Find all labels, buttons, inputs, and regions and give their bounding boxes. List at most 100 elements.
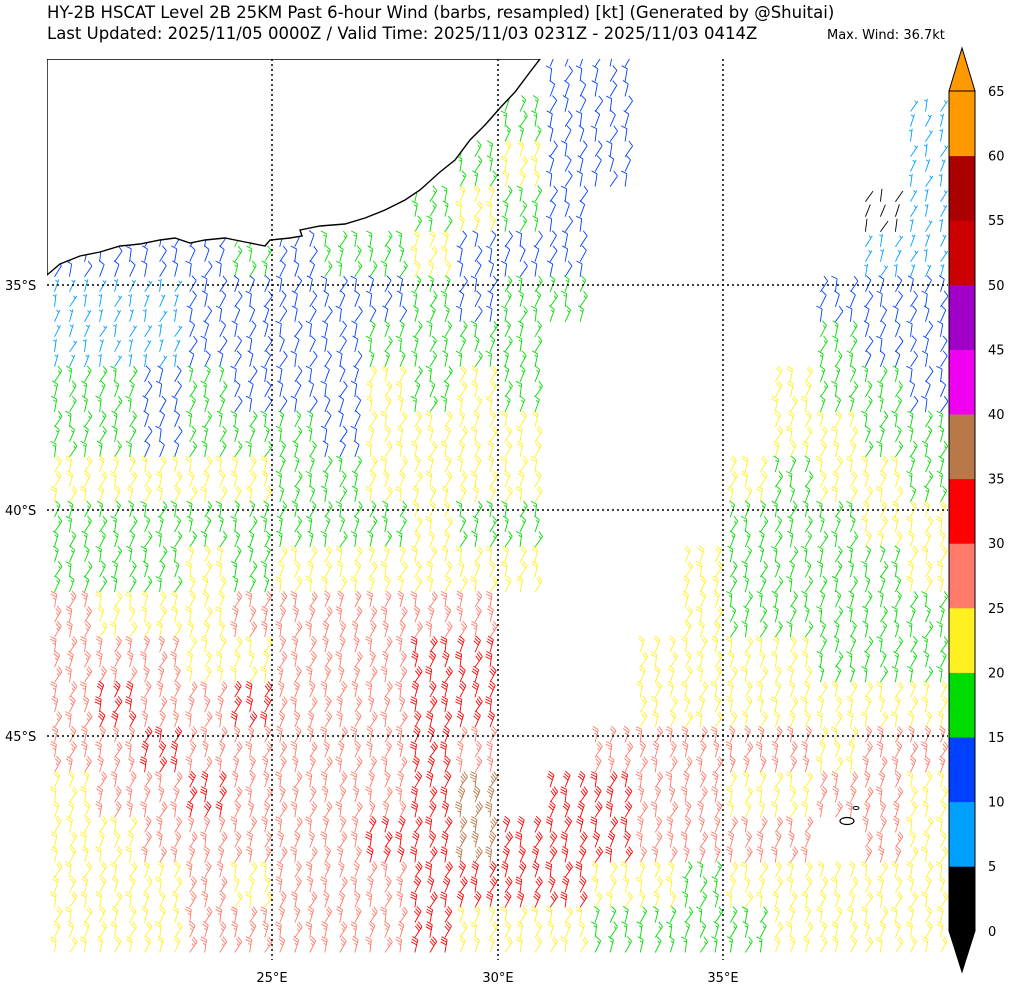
wind-barb (729, 921, 738, 938)
wind-barb (412, 485, 420, 503)
wind-barb (189, 530, 198, 548)
wind-barb (849, 515, 856, 533)
wind-barb (741, 470, 748, 488)
wind-barb (309, 290, 318, 308)
wind-barb (309, 546, 318, 563)
wind-barb (128, 605, 136, 623)
wind-barb (922, 680, 930, 698)
wind-barb (395, 681, 402, 698)
wind-barb (774, 380, 783, 398)
wind-barb (504, 921, 512, 938)
wind-barb (114, 355, 123, 368)
wind-barb (579, 275, 587, 292)
wind-barb (99, 380, 106, 398)
wind-barb (113, 260, 120, 277)
wind-barb (741, 711, 749, 728)
wind-barb (411, 350, 418, 367)
wind-barb (665, 876, 673, 893)
wind-barb (804, 515, 813, 533)
wind-barb (759, 605, 768, 623)
wind-barb (276, 725, 283, 743)
wind-barb (159, 260, 167, 277)
wind-barb (124, 696, 133, 713)
wind-barb (366, 590, 374, 608)
wind-barb (189, 831, 198, 848)
wind-barb (801, 801, 808, 818)
wind-barb (99, 816, 108, 833)
wind-barb (892, 815, 900, 833)
wind-barb (429, 696, 438, 713)
wind-barb (487, 605, 494, 623)
wind-barb (579, 245, 587, 262)
wind-barb (470, 576, 477, 593)
wind-barb (560, 290, 568, 307)
wind-barb (249, 770, 256, 788)
wind-barb (290, 801, 298, 818)
wind-barb (216, 665, 224, 683)
wind-barb (905, 816, 913, 833)
wind-barb (249, 921, 257, 938)
wind-barb (862, 620, 869, 638)
wind-barb (504, 320, 512, 337)
wind-barb (848, 740, 855, 758)
wind-barb (249, 605, 257, 623)
wind-barb (335, 545, 343, 563)
wind-barb (654, 816, 663, 833)
wind-barb (668, 936, 675, 953)
wind-barb (189, 726, 198, 743)
wind-barb (51, 846, 58, 863)
wind-barb (171, 891, 179, 908)
wind-barb (741, 816, 748, 833)
wind-barb (771, 500, 778, 518)
wind-barb (114, 309, 121, 323)
wind-barb (200, 726, 207, 743)
wind-barb (759, 621, 768, 638)
wind-barb (54, 470, 62, 488)
wind-barb (309, 260, 316, 277)
wind-barb (69, 354, 76, 367)
wind-barb (906, 470, 913, 488)
wind-barb (925, 130, 934, 142)
wind-barb (444, 906, 453, 923)
wind-barb (264, 741, 273, 758)
wind-barb (801, 891, 809, 908)
wind-barb (384, 876, 392, 893)
wind-barb (714, 606, 724, 623)
wind-barb (865, 250, 873, 262)
wind-barb (816, 651, 823, 668)
wind-barb (531, 350, 539, 367)
wind-barb (880, 365, 888, 383)
wind-barb (277, 680, 285, 698)
wind-barb (820, 635, 827, 653)
wind-barb (125, 846, 132, 863)
wind-barb (128, 339, 133, 352)
wind-barb (624, 155, 632, 172)
wind-barb (427, 605, 435, 623)
wind-barb (215, 500, 222, 518)
wind-barb (174, 515, 182, 533)
wind-barb (369, 606, 378, 623)
wind-barb (174, 726, 183, 743)
wind-barb (880, 620, 888, 638)
wind-barb (564, 170, 573, 187)
wind-barb (414, 260, 421, 277)
wind-barb (185, 756, 193, 773)
wind-barb (189, 575, 196, 593)
wind-barb (624, 846, 633, 863)
wind-barb (69, 279, 76, 292)
wind-barb (517, 140, 525, 157)
wind-barb (444, 410, 453, 428)
wind-barb (128, 500, 134, 518)
wind-barb (925, 575, 933, 593)
wind-barb (339, 785, 347, 803)
wind-barb (699, 831, 709, 848)
wind-barb (369, 650, 376, 668)
wind-barb (324, 395, 331, 413)
wind-barb (803, 936, 810, 953)
wind-barb (906, 320, 913, 337)
wind-barb (113, 380, 120, 398)
wind-barb (744, 650, 751, 668)
map-subtitle: Last Updated: 2025/11/05 0000Z / Valid T… (47, 24, 758, 43)
wind-barb (172, 260, 179, 277)
wind-barb (410, 936, 419, 953)
